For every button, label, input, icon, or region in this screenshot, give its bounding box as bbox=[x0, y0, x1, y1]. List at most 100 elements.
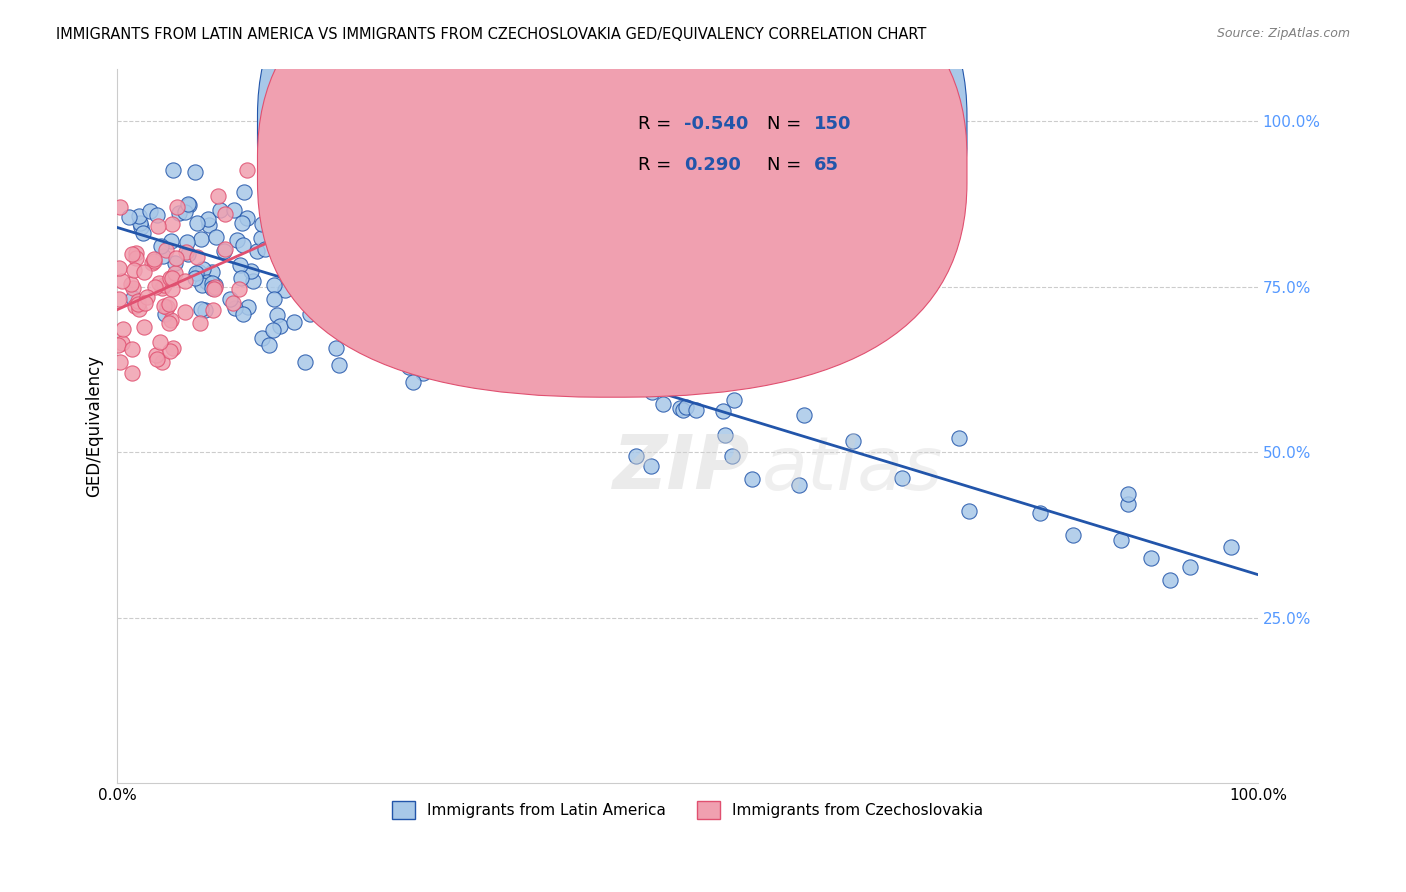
Point bbox=[1116, 498, 1139, 512]
Point bbox=[659, 378, 682, 392]
Point bbox=[121, 367, 143, 381]
Point bbox=[201, 265, 224, 279]
Point bbox=[449, 344, 471, 359]
Point bbox=[191, 277, 214, 292]
Text: 65: 65 bbox=[814, 156, 839, 175]
Point bbox=[207, 189, 229, 203]
Point bbox=[436, 270, 458, 285]
Point bbox=[162, 341, 184, 355]
Point bbox=[229, 270, 252, 285]
Point bbox=[187, 265, 209, 279]
Point bbox=[121, 342, 143, 356]
Point bbox=[148, 277, 170, 291]
Point bbox=[1111, 533, 1133, 548]
Point bbox=[167, 205, 190, 219]
Point bbox=[422, 329, 444, 343]
Point bbox=[537, 327, 560, 342]
Text: IMMIGRANTS FROM LATIN AMERICA VS IMMIGRANTS FROM CZECHOSLOVAKIA GED/EQUIVALENCY : IMMIGRANTS FROM LATIN AMERICA VS IMMIGRA… bbox=[56, 27, 927, 42]
Point bbox=[232, 306, 254, 320]
Point bbox=[110, 336, 132, 351]
Point bbox=[132, 320, 155, 334]
Point bbox=[948, 432, 970, 446]
Point bbox=[231, 216, 253, 230]
Point bbox=[957, 504, 980, 518]
Point bbox=[294, 355, 316, 369]
Point bbox=[150, 355, 173, 369]
Point bbox=[142, 252, 165, 266]
Point bbox=[186, 216, 208, 230]
Point bbox=[146, 219, 169, 234]
Point bbox=[214, 207, 236, 221]
Point bbox=[291, 246, 314, 260]
Point bbox=[204, 278, 226, 293]
Point bbox=[236, 211, 259, 225]
Point bbox=[1140, 550, 1163, 565]
Point bbox=[165, 266, 187, 280]
Point bbox=[675, 400, 697, 414]
Point bbox=[413, 307, 436, 321]
Point bbox=[330, 315, 353, 329]
Point bbox=[197, 218, 219, 232]
Text: Source: ZipAtlas.com: Source: ZipAtlas.com bbox=[1216, 27, 1350, 40]
Point bbox=[658, 332, 681, 346]
Point bbox=[179, 198, 201, 212]
Point bbox=[274, 252, 297, 266]
Point bbox=[152, 249, 174, 263]
Point bbox=[152, 299, 174, 313]
Point bbox=[122, 263, 145, 277]
Point bbox=[120, 277, 142, 291]
Point bbox=[214, 242, 236, 256]
Text: R =: R = bbox=[638, 156, 683, 175]
Point bbox=[125, 246, 148, 260]
Point bbox=[370, 320, 392, 334]
Point bbox=[205, 230, 228, 244]
Point bbox=[440, 309, 463, 323]
Point bbox=[793, 408, 815, 422]
Point bbox=[356, 312, 378, 326]
Point bbox=[134, 296, 156, 310]
Point bbox=[1116, 487, 1139, 501]
Point bbox=[173, 274, 195, 288]
Point bbox=[266, 308, 288, 322]
Point bbox=[208, 203, 231, 218]
Legend: Immigrants from Latin America, Immigrants from Czechoslovakia: Immigrants from Latin America, Immigrant… bbox=[387, 795, 988, 825]
Point bbox=[124, 299, 146, 313]
Point bbox=[588, 381, 610, 395]
Point bbox=[128, 210, 150, 224]
Point bbox=[842, 434, 865, 448]
Point bbox=[263, 278, 285, 293]
Point bbox=[641, 385, 664, 400]
Point bbox=[513, 342, 536, 356]
Point bbox=[253, 242, 276, 256]
Point bbox=[184, 267, 207, 281]
Point bbox=[640, 315, 662, 329]
Point bbox=[174, 305, 197, 319]
Point bbox=[339, 248, 361, 262]
Point bbox=[222, 295, 245, 310]
Point bbox=[470, 326, 492, 340]
Point bbox=[402, 375, 425, 389]
Point bbox=[190, 302, 212, 317]
Point bbox=[129, 220, 152, 235]
FancyBboxPatch shape bbox=[257, 0, 967, 357]
Point bbox=[723, 393, 745, 408]
Point bbox=[127, 293, 149, 308]
Point bbox=[153, 277, 176, 292]
Point bbox=[389, 293, 412, 308]
Point bbox=[146, 352, 169, 367]
Point bbox=[127, 296, 149, 310]
Point bbox=[132, 265, 155, 279]
Point bbox=[174, 244, 197, 259]
Point bbox=[155, 244, 177, 258]
Point bbox=[420, 320, 443, 334]
Point bbox=[108, 200, 131, 214]
Point bbox=[411, 340, 433, 354]
Point bbox=[262, 323, 284, 337]
Point bbox=[224, 301, 246, 315]
Point bbox=[108, 293, 131, 307]
Point bbox=[252, 217, 274, 231]
Point bbox=[197, 211, 219, 226]
Point bbox=[415, 335, 437, 350]
Point bbox=[439, 281, 461, 295]
Point bbox=[325, 341, 347, 355]
